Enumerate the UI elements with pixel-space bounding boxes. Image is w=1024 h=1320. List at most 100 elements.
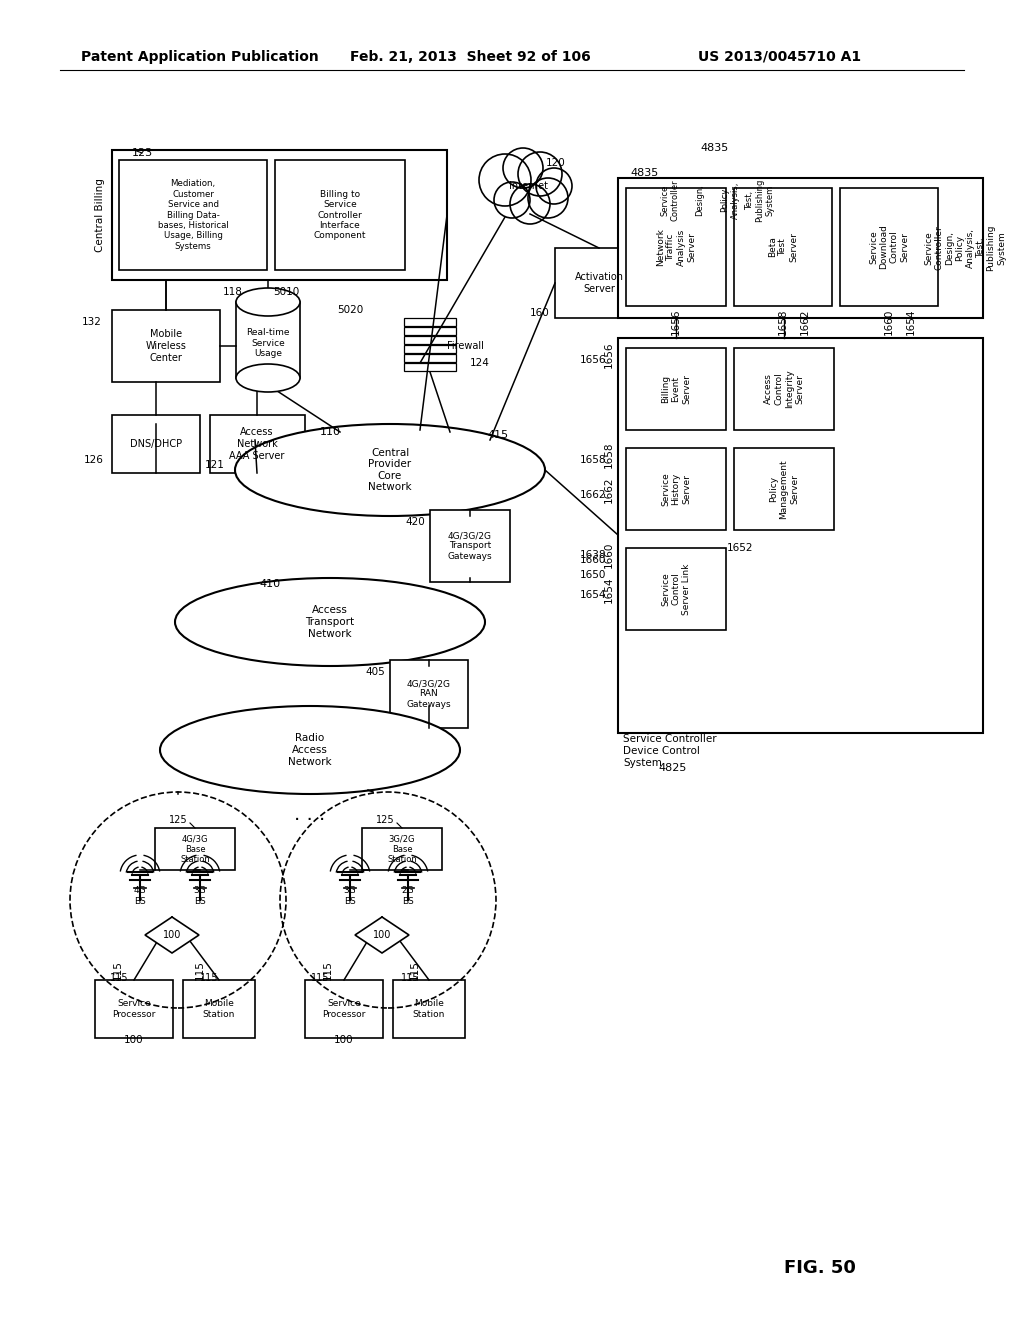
Text: 115: 115 bbox=[110, 973, 128, 983]
Text: 115: 115 bbox=[195, 960, 205, 979]
Text: 120: 120 bbox=[546, 158, 566, 168]
Text: . . .: . . . bbox=[294, 805, 326, 825]
Text: Service
History
Server: Service History Server bbox=[662, 473, 691, 506]
Text: Service
Download
Control
Server: Service Download Control Server bbox=[869, 224, 909, 269]
Text: 4G
BS: 4G BS bbox=[134, 886, 146, 906]
Text: Policy
Analysis,: Policy Analysis, bbox=[720, 181, 739, 219]
Bar bbox=[362, 828, 442, 870]
Text: Central Billing: Central Billing bbox=[95, 178, 105, 252]
Text: Feb. 21, 2013  Sheet 92 of 106: Feb. 21, 2013 Sheet 92 of 106 bbox=[349, 50, 591, 63]
Ellipse shape bbox=[236, 364, 300, 392]
Text: DNS/DHCP: DNS/DHCP bbox=[130, 440, 182, 449]
Text: Service
Controller: Service Controller bbox=[660, 180, 680, 220]
Bar bbox=[95, 979, 173, 1038]
Bar bbox=[404, 345, 456, 352]
Bar bbox=[155, 828, 234, 870]
Text: 115: 115 bbox=[200, 973, 218, 983]
Text: Internet: Internet bbox=[509, 181, 548, 191]
Text: 3G
BS: 3G BS bbox=[344, 886, 356, 906]
Text: 1658: 1658 bbox=[580, 455, 606, 465]
Ellipse shape bbox=[175, 578, 485, 667]
Text: 410: 410 bbox=[259, 579, 281, 589]
Circle shape bbox=[510, 183, 550, 224]
Text: Service
Control
Server Link: Service Control Server Link bbox=[662, 564, 691, 615]
Text: 1662: 1662 bbox=[604, 477, 614, 503]
Text: Access
Network
AAA Server: Access Network AAA Server bbox=[229, 428, 285, 461]
Text: 115: 115 bbox=[410, 960, 420, 979]
Text: Patent Application Publication: Patent Application Publication bbox=[81, 50, 318, 63]
Text: 123: 123 bbox=[131, 148, 153, 158]
Text: Policy
Management
Server: Policy Management Server bbox=[769, 459, 799, 519]
Bar bbox=[119, 160, 267, 271]
Text: 100: 100 bbox=[163, 931, 181, 940]
Text: 4835: 4835 bbox=[700, 143, 728, 153]
Text: 1660: 1660 bbox=[884, 309, 894, 335]
Bar bbox=[734, 348, 834, 430]
Circle shape bbox=[494, 182, 530, 218]
Text: 1662: 1662 bbox=[580, 490, 606, 500]
Bar bbox=[404, 318, 456, 326]
Bar bbox=[430, 510, 510, 582]
Bar bbox=[734, 187, 831, 306]
Text: FIG. 50: FIG. 50 bbox=[784, 1259, 856, 1276]
Text: Activation
Server: Activation Server bbox=[574, 272, 624, 294]
Text: 115: 115 bbox=[310, 973, 330, 983]
Text: 4825: 4825 bbox=[658, 763, 687, 774]
Bar bbox=[404, 337, 456, 345]
Text: 118: 118 bbox=[223, 286, 243, 297]
Text: 1656: 1656 bbox=[671, 309, 681, 335]
Text: 1662: 1662 bbox=[800, 309, 810, 335]
Text: 3G
BS: 3G BS bbox=[194, 886, 207, 906]
Bar bbox=[210, 414, 305, 473]
Text: 4835: 4835 bbox=[630, 168, 658, 178]
Text: 1638: 1638 bbox=[580, 550, 606, 560]
Polygon shape bbox=[355, 917, 409, 953]
Text: Test,
Publishing
System: Test, Publishing System bbox=[745, 178, 775, 222]
Text: 1658: 1658 bbox=[778, 309, 788, 335]
Text: Mediation,
Customer
Service and
Billing Data-
bases, Historical
Usage, Billing
S: Mediation, Customer Service and Billing … bbox=[158, 180, 228, 251]
Polygon shape bbox=[145, 917, 199, 953]
Bar bbox=[112, 414, 200, 473]
Text: Service Controller
Device Control
System: Service Controller Device Control System bbox=[623, 734, 717, 768]
Bar bbox=[734, 447, 834, 531]
Text: 415: 415 bbox=[487, 430, 509, 440]
Text: 110: 110 bbox=[319, 426, 341, 437]
Text: 100: 100 bbox=[373, 931, 391, 940]
Text: 405: 405 bbox=[366, 667, 385, 677]
Text: 115: 115 bbox=[400, 973, 419, 983]
Text: 1650: 1650 bbox=[580, 570, 606, 579]
Text: Radio
Access
Network: Radio Access Network bbox=[288, 734, 332, 767]
Text: 1652: 1652 bbox=[727, 543, 754, 553]
Text: Access
Control
Integrity
Server: Access Control Integrity Server bbox=[764, 370, 804, 408]
Text: 1654: 1654 bbox=[604, 577, 614, 603]
Bar bbox=[555, 248, 643, 318]
Text: Service
Processor: Service Processor bbox=[113, 999, 156, 1019]
Text: Mobile
Station: Mobile Station bbox=[203, 999, 236, 1019]
Circle shape bbox=[536, 168, 572, 205]
Bar bbox=[236, 302, 300, 378]
Text: 125: 125 bbox=[169, 814, 188, 825]
Text: Beta
Test
Server: Beta Test Server bbox=[768, 232, 798, 261]
Circle shape bbox=[479, 154, 531, 206]
Text: 126: 126 bbox=[84, 455, 104, 465]
Bar bbox=[404, 354, 456, 362]
Text: Central
Provider
Core
Network: Central Provider Core Network bbox=[369, 447, 412, 492]
Text: 2G
BS: 2G BS bbox=[401, 886, 415, 906]
Text: 4G/3G/2G
RAN
Gateways: 4G/3G/2G RAN Gateways bbox=[407, 678, 452, 709]
Bar bbox=[393, 979, 465, 1038]
Bar bbox=[275, 160, 406, 271]
Text: 1658: 1658 bbox=[604, 442, 614, 469]
Bar bbox=[618, 338, 983, 733]
Bar bbox=[626, 548, 726, 630]
Bar bbox=[626, 187, 726, 306]
Text: 4G/3G/2G
Transport
Gateways: 4G/3G/2G Transport Gateways bbox=[447, 531, 493, 561]
Bar bbox=[112, 310, 220, 381]
Bar bbox=[840, 187, 938, 306]
Text: 4G/3G
Base
Station: 4G/3G Base Station bbox=[180, 834, 210, 863]
Bar bbox=[404, 363, 456, 371]
Bar bbox=[183, 979, 255, 1038]
Text: 1654: 1654 bbox=[580, 590, 606, 601]
Text: 5020: 5020 bbox=[337, 305, 364, 315]
Bar bbox=[618, 178, 983, 318]
Text: 125: 125 bbox=[377, 814, 395, 825]
